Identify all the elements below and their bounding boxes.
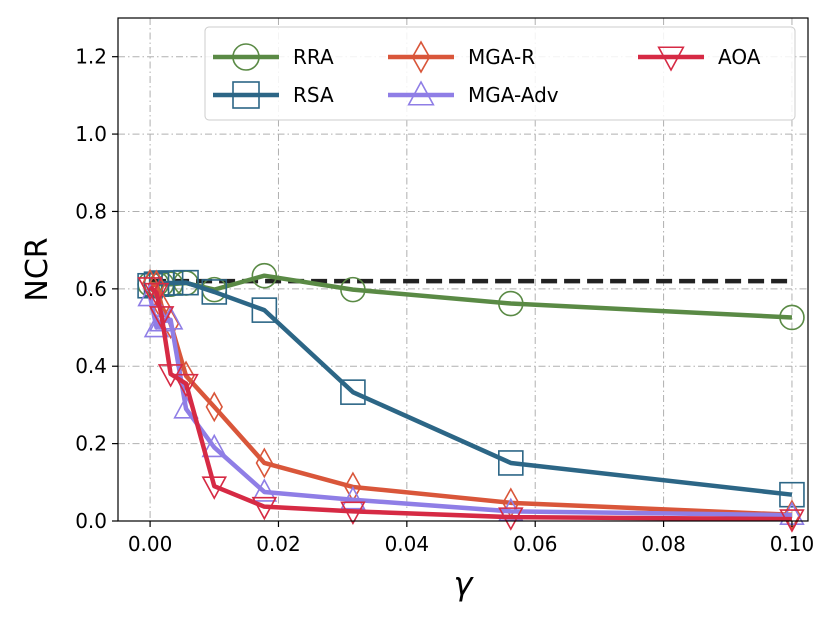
- legend-item-aoa: AOA: [638, 45, 761, 72]
- legend-marker-rsa: [232, 81, 260, 109]
- data-point-mga-adv: [148, 308, 175, 332]
- data-point-mga-adv: [157, 306, 184, 330]
- legend-item-mga-adv: MGA-Adv: [388, 80, 559, 107]
- legend-label-mga-adv: MGA-Adv: [468, 83, 559, 107]
- x-tick-label: 0.04: [385, 532, 430, 556]
- series-aoa: [137, 277, 805, 533]
- data-point-aoa: [251, 496, 278, 521]
- y-tick-label: 0.2: [75, 432, 107, 456]
- x-tick-label: 0.06: [513, 532, 558, 556]
- data-point-mga-adv: [498, 497, 524, 522]
- axis-ticks: 0.00 0.02 0.04 0.06 0.08 0.10 0.0 0.2 0.4 0.6 0.8 1…: [75, 45, 814, 556]
- series-mga-r: [141, 268, 801, 531]
- data-point-aoa: [340, 501, 366, 526]
- series-mga-adv: [137, 282, 805, 525]
- data-point-rsa: [251, 297, 278, 323]
- y-tick-label: 1.0: [75, 122, 107, 146]
- legend-box: [204, 26, 796, 121]
- x-axis-label: γ: [454, 565, 475, 603]
- data-point-rra: [779, 304, 805, 331]
- y-axis-label: NCR: [20, 237, 55, 301]
- y-tick-label: 0.4: [75, 354, 107, 378]
- series-line-mga-r: [149, 281, 793, 518]
- legend-label-rra: RRA: [293, 45, 334, 69]
- data-point-rsa: [779, 481, 805, 508]
- data-point-aoa: [143, 282, 170, 307]
- data-point-rsa: [201, 279, 228, 305]
- legend-marker-mga-adv: [407, 80, 435, 106]
- data-point-aoa: [173, 373, 199, 398]
- data-point-rra: [340, 276, 366, 303]
- data-point-aoa: [498, 507, 524, 531]
- legend: RRA RSA MGA-R MGA-Adv AOA: [204, 26, 796, 121]
- data-point-rra: [251, 262, 278, 289]
- plot-frame: [117, 17, 809, 522]
- legend-item-rsa: RSA: [213, 81, 334, 109]
- x-tick-label: 0.00: [128, 532, 173, 556]
- x-tick-label: 0.08: [641, 532, 686, 556]
- legend-marker-aoa: [657, 46, 685, 72]
- data-point-rsa: [173, 269, 199, 296]
- data-point-mga-r: [255, 447, 274, 479]
- data-point-mga-r: [205, 391, 223, 423]
- y-tick-label: 1.2: [75, 45, 107, 69]
- legend-item-rra: RRA: [213, 43, 334, 71]
- data-point-mga-adv: [340, 486, 366, 510]
- legend-label-aoa: AOA: [718, 45, 761, 69]
- series-group: [137, 262, 805, 533]
- legend-label-rsa: RSA: [293, 83, 334, 107]
- x-tick-label: 0.10: [770, 532, 815, 556]
- data-point-aoa: [157, 364, 184, 388]
- data-point-aoa: [137, 277, 163, 301]
- data-point-rsa: [340, 379, 366, 405]
- data-point-rsa: [498, 450, 524, 476]
- series-rra: [137, 262, 805, 331]
- data-point-mga-adv: [201, 433, 228, 458]
- data-point-rra: [498, 290, 524, 317]
- x-tick-label: 0.02: [256, 532, 301, 556]
- legend-marker-mga-r: [411, 40, 431, 74]
- series-line-rra: [149, 273, 793, 320]
- data-point-aoa: [148, 306, 175, 330]
- series-line-aoa: [148, 285, 792, 522]
- data-point-aoa: [201, 476, 228, 500]
- data-point-mga-adv: [251, 478, 278, 502]
- y-tick-label: 0.6: [75, 277, 107, 301]
- y-tick-label: 0.0: [75, 509, 107, 533]
- legend-label-mga-r: MGA-R: [468, 45, 535, 69]
- y-tick-label: 0.8: [75, 199, 107, 223]
- legend-item-mga-r: MGA-R: [388, 40, 535, 74]
- legend-marker-rra: [232, 43, 260, 71]
